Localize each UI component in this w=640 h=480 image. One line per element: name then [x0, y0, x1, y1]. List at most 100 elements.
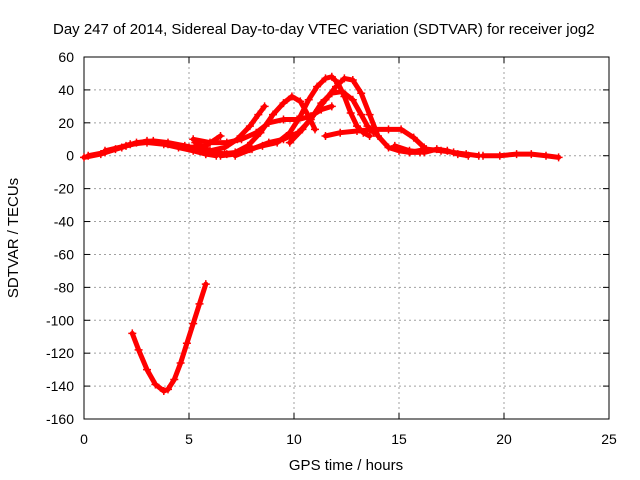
series-sat-e — [191, 102, 269, 155]
x-tick-label: 25 — [601, 431, 617, 447]
data-point — [159, 387, 168, 396]
data-point — [348, 95, 357, 104]
data-point — [338, 87, 347, 96]
data-point — [405, 148, 414, 157]
series-sat-g — [216, 72, 374, 160]
data-point — [256, 128, 265, 137]
y-tick-label: 0 — [66, 148, 74, 164]
data-point — [170, 375, 179, 384]
data-point — [201, 280, 210, 289]
data-point — [409, 133, 418, 142]
grid — [84, 57, 609, 419]
data-point — [311, 125, 319, 134]
y-tick-label: -20 — [54, 181, 74, 197]
data-point — [449, 148, 458, 157]
data-point — [311, 108, 319, 117]
y-tick-label: 40 — [58, 82, 74, 98]
data-point — [134, 345, 143, 354]
data-point — [176, 359, 185, 368]
data-point — [260, 102, 269, 111]
data-point — [279, 135, 288, 144]
data-point — [254, 110, 263, 119]
data-point — [336, 128, 345, 137]
data-point — [384, 143, 393, 152]
data-point — [264, 138, 273, 147]
data-point — [327, 72, 336, 81]
data-point — [437, 146, 445, 155]
data-point — [122, 141, 130, 150]
data-point — [287, 92, 296, 101]
data-point — [384, 125, 393, 134]
y-tick-label: 60 — [58, 49, 74, 65]
data-point — [101, 146, 109, 155]
data-point — [353, 127, 361, 136]
data-point — [206, 138, 214, 147]
data-point — [357, 110, 366, 119]
data-point — [340, 74, 349, 83]
x-tick-label: 0 — [80, 431, 88, 447]
data-point — [390, 141, 399, 150]
data-point — [321, 131, 330, 140]
data-point — [369, 125, 378, 134]
y-tick-label: -40 — [54, 214, 74, 230]
data-point — [279, 115, 288, 124]
y-tick-label: 20 — [58, 115, 74, 131]
x-ticks: 0 5 10 15 20 25 — [80, 57, 617, 447]
x-tick-label: 10 — [286, 431, 302, 447]
data-point — [365, 131, 374, 140]
data-point — [304, 95, 313, 104]
data-point — [84, 151, 93, 160]
data-point — [542, 151, 550, 160]
y-tick-label: -140 — [46, 378, 74, 394]
data-point — [164, 140, 172, 149]
data-point — [245, 122, 254, 131]
data-point — [495, 151, 504, 160]
data-point — [233, 135, 242, 144]
data-point — [248, 145, 256, 154]
data-point — [313, 82, 322, 91]
y-tick-label: -60 — [54, 246, 74, 262]
data-point — [189, 319, 198, 328]
data-point — [332, 82, 340, 91]
chart-title: Day 247 of 2014, Sidereal Day-to-day VTE… — [53, 21, 595, 38]
data-point — [321, 95, 330, 104]
series-sat-n — [128, 280, 210, 396]
x-tick-label: 15 — [391, 431, 407, 447]
data-point — [182, 339, 191, 348]
data-point — [164, 385, 172, 394]
data-point — [422, 145, 431, 154]
series-sat-m — [479, 150, 563, 162]
data-point — [220, 143, 229, 152]
data-point — [479, 151, 487, 160]
y-tick-label: -80 — [54, 279, 74, 295]
data-point — [512, 150, 521, 159]
data-point — [296, 112, 305, 121]
y-axis-label: SDTVAR / TECUs — [5, 178, 22, 298]
data-point — [269, 110, 277, 119]
data-point — [185, 143, 193, 152]
series-sat-l — [405, 145, 483, 160]
data-point — [462, 150, 471, 159]
data-point — [348, 76, 357, 85]
data-point — [231, 151, 240, 160]
data-point — [151, 380, 160, 389]
y-tick-label: -100 — [46, 312, 74, 328]
data-point — [365, 110, 374, 119]
y-ticks: -160 -140 -120 -100 -80 -60 -40 -20 0 20 40 60 — [46, 49, 609, 427]
data-point — [128, 329, 137, 338]
series-line — [218, 74, 373, 159]
data-point — [201, 150, 210, 159]
data-point — [346, 108, 355, 117]
data-point — [296, 97, 305, 106]
data-point — [195, 299, 204, 308]
data-point — [327, 102, 336, 111]
x-axis-label: GPS time / hours — [289, 457, 403, 474]
data-point — [191, 138, 200, 147]
data-point — [279, 99, 288, 108]
data-point — [216, 131, 225, 140]
data-point — [357, 89, 366, 98]
x-tick-label: 20 — [496, 431, 512, 447]
data-point — [143, 365, 151, 374]
data-point — [321, 74, 330, 83]
